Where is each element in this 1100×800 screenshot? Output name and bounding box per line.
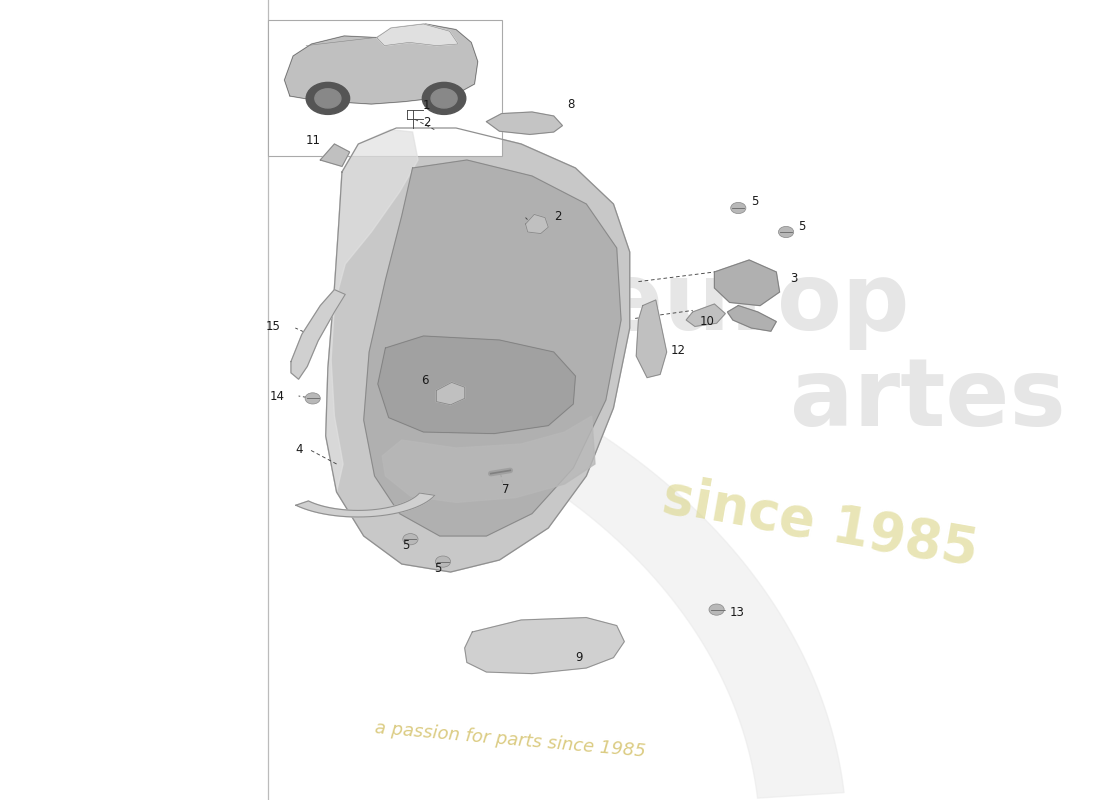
Polygon shape <box>364 160 622 536</box>
Text: europ: europ <box>600 258 910 350</box>
Text: 15: 15 <box>265 320 280 333</box>
Text: since 1985: since 1985 <box>658 470 981 578</box>
Text: 5: 5 <box>751 195 759 208</box>
Text: artes: artes <box>791 354 1066 446</box>
Polygon shape <box>727 306 777 331</box>
Polygon shape <box>292 290 345 379</box>
Circle shape <box>305 393 320 404</box>
Text: 3: 3 <box>791 272 798 285</box>
Circle shape <box>730 202 746 214</box>
Text: 9: 9 <box>575 651 583 664</box>
Circle shape <box>710 604 724 615</box>
Text: 13: 13 <box>729 606 745 618</box>
Text: 11: 11 <box>306 134 320 146</box>
Polygon shape <box>326 130 418 492</box>
Polygon shape <box>486 112 562 134</box>
Text: 5: 5 <box>434 562 442 574</box>
Polygon shape <box>437 382 464 405</box>
Bar <box>268 20 502 156</box>
Circle shape <box>403 534 418 545</box>
Polygon shape <box>384 347 844 798</box>
Text: 7: 7 <box>502 483 509 496</box>
Polygon shape <box>686 304 725 326</box>
Polygon shape <box>714 260 780 306</box>
Polygon shape <box>382 416 595 502</box>
Text: 2: 2 <box>422 116 430 129</box>
Polygon shape <box>320 144 350 166</box>
Circle shape <box>306 82 350 114</box>
Circle shape <box>436 556 451 567</box>
Circle shape <box>422 82 465 114</box>
Text: 4: 4 <box>295 443 302 456</box>
Text: 14: 14 <box>270 390 285 402</box>
Text: 12: 12 <box>671 344 686 357</box>
Polygon shape <box>285 24 477 104</box>
Text: 5: 5 <box>798 220 805 233</box>
Circle shape <box>315 89 341 108</box>
Text: 1: 1 <box>422 99 430 112</box>
Text: 2: 2 <box>553 210 561 222</box>
Circle shape <box>779 226 794 238</box>
Polygon shape <box>326 128 629 572</box>
Text: 8: 8 <box>566 98 574 110</box>
Text: a passion for parts since 1985: a passion for parts since 1985 <box>374 719 647 761</box>
Polygon shape <box>377 24 459 46</box>
Circle shape <box>431 89 458 108</box>
Text: 10: 10 <box>700 315 714 328</box>
Polygon shape <box>377 336 575 434</box>
Polygon shape <box>636 300 667 378</box>
Text: 6: 6 <box>421 374 429 386</box>
Polygon shape <box>526 214 548 234</box>
Polygon shape <box>296 493 434 517</box>
Polygon shape <box>464 618 625 674</box>
Text: 5: 5 <box>402 539 409 552</box>
